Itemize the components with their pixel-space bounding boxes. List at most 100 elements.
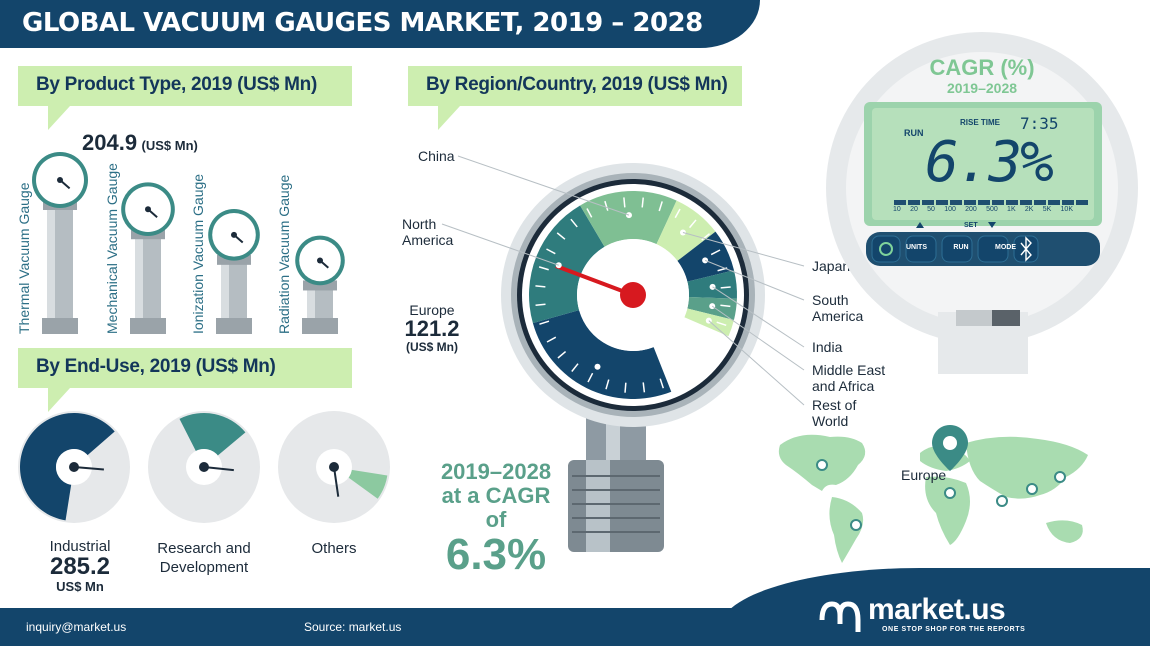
region-slice-europe <box>532 310 672 399</box>
dial-hub <box>69 462 79 472</box>
region-europe-callout: Europe 121.2 (US$ Mn) <box>400 302 464 354</box>
device-scale-segment <box>1034 200 1046 205</box>
bar-base <box>130 318 166 334</box>
product-callout: 204.9 (US$ Mn) <box>82 130 198 156</box>
region-leader-middle-east-and-africa <box>711 305 805 371</box>
gauge-fitting <box>568 460 664 552</box>
title-bar: GLOBAL VACUUM GAUGES MARKET, 2019 – 2028 <box>0 0 760 48</box>
gauge-needle-hub <box>620 282 646 308</box>
gauge-tick <box>688 219 697 229</box>
gauge-tick <box>571 363 579 372</box>
region-dot-china <box>625 212 632 219</box>
cagr-line2: at a CAGR of <box>441 483 551 532</box>
device-run-button[interactable] <box>941 235 973 263</box>
dial-hub <box>231 231 237 238</box>
device-power-button[interactable] <box>871 235 901 263</box>
device-connector-light <box>956 310 992 326</box>
dial-hub <box>199 462 209 472</box>
dial-hub <box>57 177 63 183</box>
device-scale-segment <box>894 200 906 205</box>
product-label-ionization-vacuum-gauge: Ionization Vacuum Gauge <box>190 173 206 334</box>
product-label-mechanical-vacuum-gauge: Mechanical Vacuum Gauge <box>104 163 120 334</box>
gauge-tick <box>570 218 578 228</box>
gauge-tick <box>556 232 566 240</box>
gauge-tick <box>624 382 627 393</box>
dial-needle <box>73 466 104 471</box>
device-connector-dark <box>992 310 1020 326</box>
region-leader-north-america <box>441 223 559 266</box>
section-label-product-type: By Product Type, 2019 (US$ Mn) <box>18 66 352 130</box>
end-use-chart <box>18 411 390 523</box>
region-label-japan: Japan <box>812 258 851 274</box>
device-scale-segment <box>908 200 920 205</box>
device-button-labels: UNITS RUN MODE <box>906 244 1016 251</box>
region-label-rest-of-world: Rest of World <box>812 397 857 429</box>
dial-hub <box>145 206 151 213</box>
region-europe-label: Europe <box>409 302 455 318</box>
end-use-slice-research-and-development <box>179 413 246 456</box>
device-button-label-units: UNITS <box>906 244 927 251</box>
device-units-button[interactable] <box>905 235 937 263</box>
map-pin-icon <box>1026 483 1038 495</box>
footer-source: Source: market.us <box>304 620 402 634</box>
gauge-tick <box>535 303 546 306</box>
region-leader-india <box>712 286 805 348</box>
region-dot-europe <box>594 363 601 370</box>
device-scale-segment <box>1076 200 1088 205</box>
region-gauge <box>441 155 805 552</box>
bar-base <box>42 318 78 334</box>
device-heading: CAGR (%) 2019–2028 <box>900 56 1064 97</box>
end-use-industrial-unit: US$ Mn <box>56 579 104 594</box>
gauge-tick <box>674 208 681 219</box>
device-run-indicator: RUN <box>904 128 924 138</box>
device-screen-inner <box>872 108 1094 220</box>
region-europe-unit: (US$ Mn) <box>406 340 458 354</box>
device-scale-tick-label: 100 <box>944 206 956 213</box>
map-pin-icon <box>944 487 956 499</box>
end-use-dial-research-and-development <box>148 411 260 523</box>
africa-shape <box>925 476 970 545</box>
product-callout-value: 204.9 <box>82 130 138 155</box>
bar-base <box>216 318 252 334</box>
gauge-tick <box>586 208 593 218</box>
product-label-radiation-vacuum-gauge: Radiation Vacuum Gauge <box>276 174 292 334</box>
label-tail <box>48 106 70 130</box>
end-use-dial-industrial <box>18 411 130 523</box>
footer-email[interactable]: inquiry@market.us <box>26 620 127 634</box>
region-label-middle-east-and-africa: Middle East and Africa <box>812 362 886 394</box>
gauge-tick <box>623 197 626 208</box>
australia-shape <box>1046 520 1083 543</box>
end-use-dial-others <box>278 411 390 523</box>
map-pin-icon <box>996 495 1008 507</box>
south-america-shape <box>829 497 864 563</box>
power-icon <box>879 242 893 256</box>
bar-pillar-highlight <box>47 206 55 318</box>
section-label-end-use-text: By End-Use, 2019 (US$ Mn) <box>36 356 276 377</box>
gauge-tick <box>658 201 663 212</box>
end-use-label-others: Others <box>311 540 357 557</box>
cagr-value: 6.3% <box>445 530 547 579</box>
device-scale-segment <box>1062 200 1074 205</box>
region-leader-rest-of-world <box>708 320 805 406</box>
world-map <box>778 425 1088 563</box>
device-set-label: SET <box>964 222 978 229</box>
device-mode-button[interactable] <box>977 235 1009 263</box>
product-type-chart <box>32 152 345 334</box>
gauge-tick <box>535 285 546 288</box>
device-scale-segment <box>978 200 990 205</box>
dial-needle <box>333 466 340 497</box>
gauge-tick <box>539 320 550 325</box>
end-use-industrial-callout: Industrial 285.2 US$ Mn <box>48 538 112 594</box>
region-label-china: China <box>418 148 455 164</box>
bar-collar <box>303 280 337 291</box>
end-use-slice-others <box>348 469 388 499</box>
gauge-tick <box>716 321 727 326</box>
device-scale-tick-label: 1K <box>1007 206 1016 213</box>
footer <box>0 608 1150 646</box>
cagr-device <box>826 32 1138 374</box>
device-display-value: 6.3% <box>925 130 1054 195</box>
bar-pillar-highlight <box>221 260 229 318</box>
end-use-label-research-and-development: Research and Development <box>157 540 251 576</box>
end-use-industrial-label: Industrial <box>49 538 111 555</box>
section-label-region-text: By Region/Country, 2019 (US$ Mn) <box>426 74 728 95</box>
